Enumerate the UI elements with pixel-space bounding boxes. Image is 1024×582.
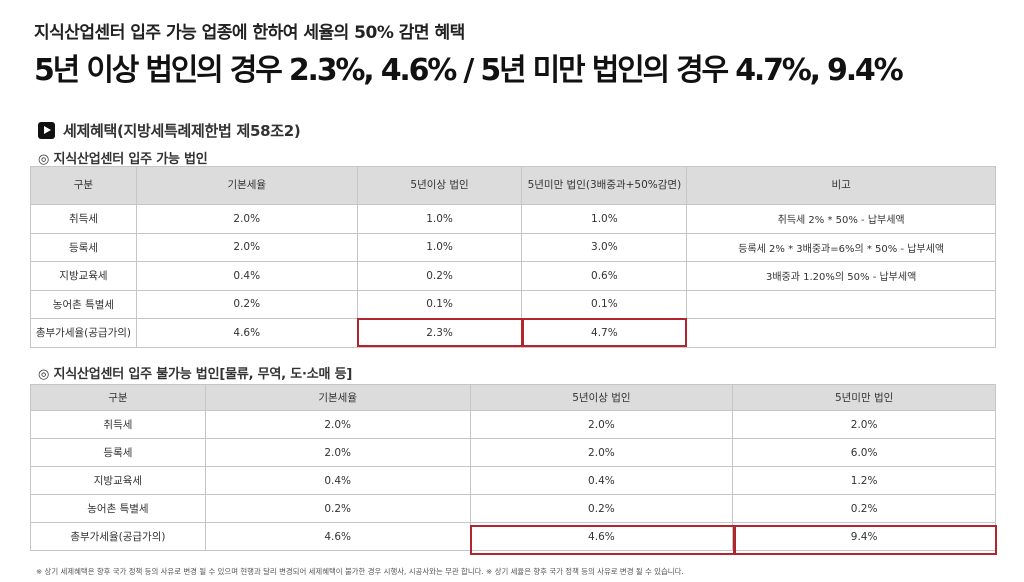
tax-table-ineligible: 구분 기본세율 5년이상 법인 5년미만 법인 취득세 2.0% 2.0% 2.… [30,384,996,551]
footnote: ※ 상기 세제혜택은 향후 국가 정책 등의 사유로 변경 될 수 있으며 현행… [36,567,684,576]
table-cell: 0.1% [356,289,523,319]
table-cell: 0.2% [204,494,471,523]
table-row-total: 총부가세율(공급가의) 4.6% 2.3% 4.7% [30,318,996,348]
header-base-rate: 기본세율 [204,384,471,411]
table-cell-highlighted: 4.7% [521,318,688,348]
table-cell: 2.0% [469,438,734,467]
table-cell: 1.0% [521,204,688,234]
table-row: 등록세 2.0% 1.0% 3.0% 등록세 2% * 3배중과=6%의 * 5… [30,232,996,262]
table-row: 농어촌 특별세 0.2% 0.2% 0.2% [30,494,996,523]
table-cell: 1.0% [356,232,523,262]
header-category: 구분 [30,166,137,205]
table-row: 취득세 2.0% 1.0% 1.0% 취득세 2% * 50% - 납부세액 [30,204,996,234]
page-header: 지식산업센터 입주 가능 업종에 한하여 세율의 50% 감면 혜택 5년 이상… [34,18,904,89]
table-cell-highlighted: 2.3% [356,318,523,348]
header-remarks: 비고 [686,166,996,205]
table-cell: 2.0% [732,410,996,439]
table-cell: 취득세 [30,410,206,439]
table-row: 취득세 2.0% 2.0% 2.0% [30,410,996,439]
table-cell: 취득세 [30,204,137,234]
table-cell: 4.6% [204,522,471,551]
table1-caption: ◎ 지식산업센터 입주 가능 법인 [38,152,208,167]
header-over-5yr: 5년이상 법인 [356,166,523,205]
page-subtitle: 지식산업센터 입주 가능 업종에 한하여 세율의 50% 감면 혜택 [34,23,465,43]
header-under-5yr: 5년미만 법인 [732,384,996,411]
table-row-total: 총부가세율(공급가의) 4.6% 4.6% 9.4% [30,522,996,551]
table-cell: 0.1% [521,289,688,319]
table-cell-note [686,289,996,319]
page-headline: 5년 이상 법인의 경우 2.3%, 4.6% / 5년 미만 법인의 경우 4… [34,53,904,88]
table-cell-highlighted: 9.4% [732,522,996,551]
table-cell: 0.4% [135,261,358,291]
table-cell: 6.0% [732,438,996,467]
table-cell-highlighted: 4.6% [469,522,734,551]
table-cell: 1.0% [356,204,523,234]
section-title-text: 세제혜택(지방세특례제한법 제58조2) [63,122,301,140]
section-title: 세제혜택(지방세특례제한법 제58조2) [38,120,301,141]
table-cell: 농어촌 특별세 [30,494,206,523]
table-row: 지방교육세 0.4% 0.2% 0.6% 3배중과 1.20%의 50% - 납… [30,261,996,291]
table-cell: 0.6% [521,261,688,291]
table-cell: 0.2% [356,261,523,291]
table-cell: 3.0% [521,232,688,262]
table-row: 지방교육세 0.4% 0.4% 1.2% [30,466,996,495]
table-cell: 지방교육세 [30,466,206,495]
table-cell: 농어촌 특별세 [30,289,137,319]
table-cell: 2.0% [135,204,358,234]
table-cell-note [686,318,996,348]
table-cell: 등록세 [30,438,206,467]
table-cell: 2.0% [135,232,358,262]
table-cell: 총부가세율(공급가의) [30,318,137,348]
table-header-row: 구분 기본세율 5년이상 법인 5년미만 법인 [30,384,996,411]
table-row: 등록세 2.0% 2.0% 6.0% [30,438,996,467]
table-cell: 2.0% [204,410,471,439]
table-cell-note: 등록세 2% * 3배중과=6%의 * 50% - 납부세액 [686,232,996,262]
table-cell: 0.2% [732,494,996,523]
table-cell: 0.2% [469,494,734,523]
table-cell-note: 3배중과 1.20%의 50% - 납부세액 [686,261,996,291]
table-cell: 0.4% [204,466,471,495]
table-cell: 0.4% [469,466,734,495]
table-cell: 지방교육세 [30,261,137,291]
table-cell: 0.2% [135,289,358,319]
header-category: 구분 [30,384,206,411]
table-cell-note: 취득세 2% * 50% - 납부세액 [686,204,996,234]
table-cell: 2.0% [204,438,471,467]
table-header-row: 구분 기본세율 5년이상 법인 5년미만 법인(3배중과+50%감면) 비고 [30,166,996,205]
table-row: 농어촌 특별세 0.2% 0.1% 0.1% [30,289,996,319]
table-cell: 총부가세율(공급가의) [30,522,206,551]
header-under-5yr: 5년미만 법인(3배중과+50%감면) [521,166,688,205]
table-cell: 2.0% [469,410,734,439]
table-cell: 1.2% [732,466,996,495]
tax-table-eligible: 구분 기본세율 5년이상 법인 5년미만 법인(3배중과+50%감면) 비고 취… [30,166,996,348]
play-icon [38,122,55,139]
table-cell: 4.6% [135,318,358,348]
table2-caption: ◎ 지식산업센터 입주 불가능 법인[물류, 무역, 도·소매 등] [38,367,353,382]
table-cell: 등록세 [30,232,137,262]
header-base-rate: 기본세율 [135,166,358,205]
header-over-5yr: 5년이상 법인 [469,384,734,411]
